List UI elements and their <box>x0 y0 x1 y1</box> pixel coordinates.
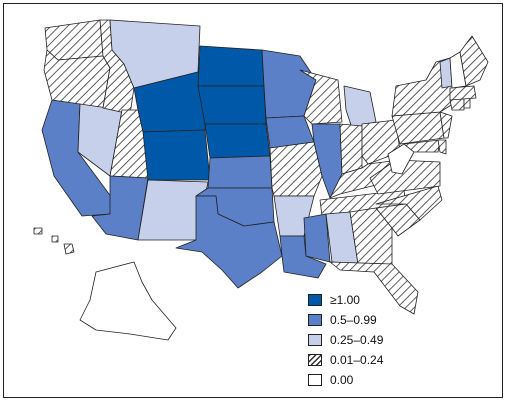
state-new-jersey <box>439 111 453 139</box>
state-georgia <box>349 207 393 265</box>
state-maryland <box>403 139 441 153</box>
state-louisiana <box>279 235 327 279</box>
legend-swatch <box>308 294 322 306</box>
state-delaware <box>437 139 447 155</box>
state-south-carolina <box>375 203 421 237</box>
state-oregon <box>43 49 111 109</box>
state-nebraska <box>204 123 271 159</box>
state-texas <box>175 195 283 289</box>
state-indiana <box>339 123 363 175</box>
state-missouri <box>269 141 323 197</box>
state-north-dakota <box>197 45 265 87</box>
legend-swatch <box>308 374 322 386</box>
map-legend: ≥1.00 0.5–0.99 0.25–0.49 0.01–0.24 0.00 <box>308 290 418 390</box>
legend-item: 0.01–0.24 <box>308 350 418 370</box>
state-florida <box>329 261 419 315</box>
legend-item: 0.00 <box>308 370 418 390</box>
state-pennsylvania <box>391 111 445 145</box>
state-west-virginia <box>387 143 415 175</box>
legend-label: 0.5–0.99 <box>330 313 377 327</box>
legend-item: 0.5–0.99 <box>308 310 418 330</box>
legend-swatch <box>308 314 322 326</box>
state-washington <box>44 19 104 61</box>
state-colorado <box>142 129 211 181</box>
legend-item: 0.25–0.49 <box>308 330 418 350</box>
state-mississippi <box>303 213 331 263</box>
state-hawaii <box>33 227 75 255</box>
state-rhode-island <box>463 97 471 109</box>
state-michigan <box>343 85 377 129</box>
legend-label: 0.00 <box>330 373 354 387</box>
legend-item: ≥1.00 <box>308 290 418 310</box>
legend-swatch <box>308 334 322 346</box>
state-kansas <box>207 155 273 189</box>
state-maine <box>459 35 489 87</box>
legend-swatch <box>308 354 322 366</box>
legend-label: 0.01–0.24 <box>330 353 384 367</box>
legend-label: ≥1.00 <box>330 293 360 307</box>
legend-label: 0.25–0.49 <box>330 333 384 347</box>
state-south-dakota <box>197 85 267 125</box>
states-layer <box>33 19 489 341</box>
state-north-carolina <box>375 185 443 221</box>
state-massachusetts <box>449 85 477 101</box>
state-alaska <box>79 261 177 341</box>
state-new-york <box>391 57 457 117</box>
